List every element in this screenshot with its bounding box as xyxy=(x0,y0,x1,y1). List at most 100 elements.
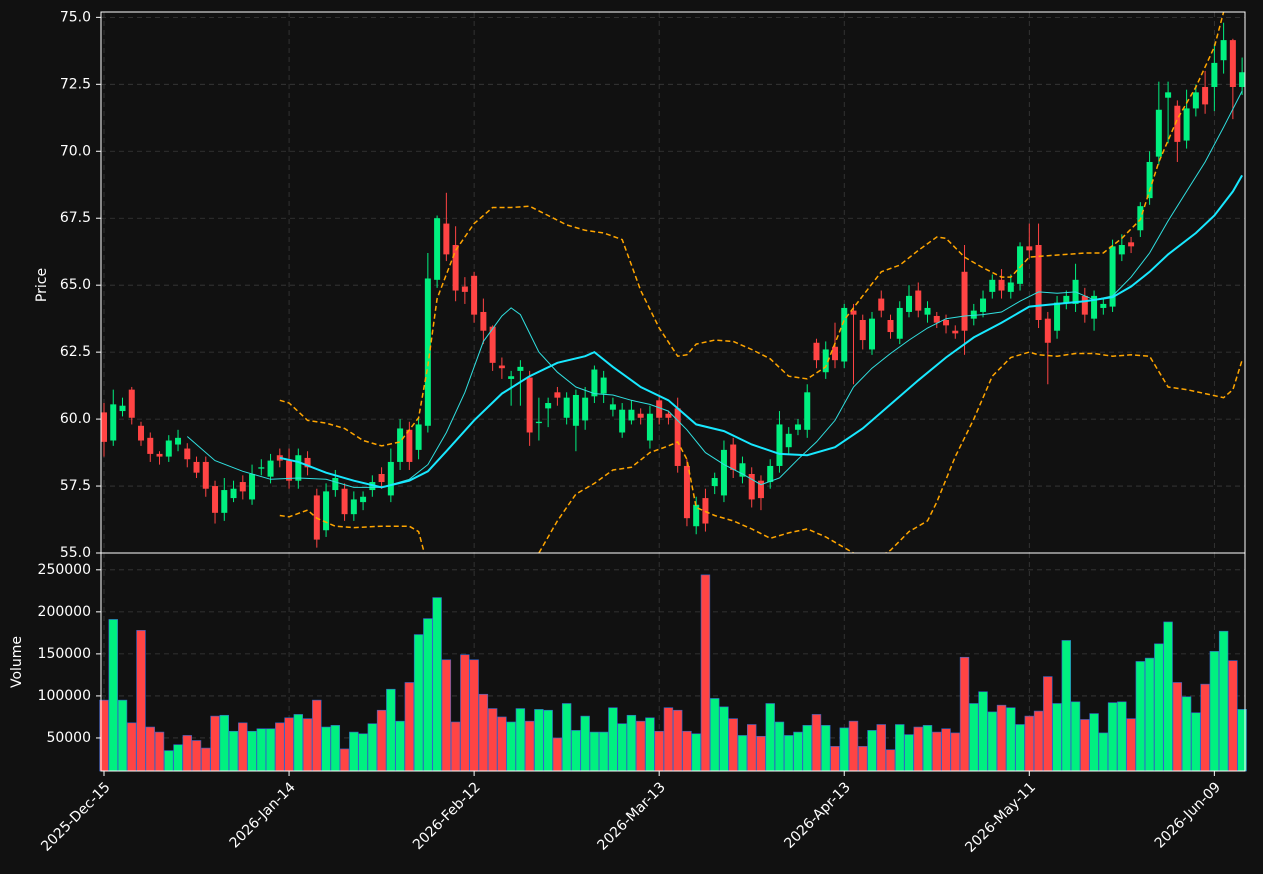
candle-body xyxy=(1017,246,1024,284)
candle-body xyxy=(859,319,866,341)
candle-body xyxy=(804,392,811,430)
volume-bar xyxy=(450,721,461,772)
candle-body xyxy=(683,465,690,519)
candle-body xyxy=(212,486,219,513)
volume-bar xyxy=(1043,676,1053,772)
candle-body xyxy=(794,424,801,430)
volume-bar xyxy=(747,724,757,772)
volume-bar xyxy=(506,721,516,772)
candle-body xyxy=(665,413,672,418)
volume-bar xyxy=(1200,683,1210,772)
y-tick-label: 150000 xyxy=(38,646,91,662)
volume-bar xyxy=(1126,718,1136,772)
volume-bar xyxy=(1080,719,1090,772)
volume-bar xyxy=(423,618,433,772)
candle-body xyxy=(221,490,228,513)
volume-bar xyxy=(524,720,535,772)
indicator-line xyxy=(279,174,1243,489)
volume-bar xyxy=(339,748,350,772)
volume-bar xyxy=(552,737,563,772)
volume-bar xyxy=(1006,707,1016,772)
volume-bar xyxy=(534,709,544,772)
candle-body xyxy=(739,463,746,477)
y-axis-label: Volume xyxy=(9,636,25,688)
volume-bar xyxy=(367,723,378,772)
volume-bar xyxy=(145,726,155,772)
candle-body xyxy=(498,365,505,369)
indicator-line xyxy=(279,12,1225,447)
volume-bar xyxy=(904,734,914,772)
volume-bar xyxy=(1089,713,1099,772)
candle-body xyxy=(998,279,1005,291)
candle-body xyxy=(1146,161,1153,199)
volume-bar xyxy=(561,703,572,772)
candle-body xyxy=(387,461,394,496)
volume-bar xyxy=(469,659,479,772)
candle-body xyxy=(184,448,191,460)
candle-body xyxy=(1174,105,1181,142)
candle-body xyxy=(360,496,367,503)
volume-bar xyxy=(802,725,812,772)
volume-bar xyxy=(164,750,174,772)
candle-body xyxy=(378,473,385,483)
volume-bar xyxy=(858,746,868,772)
y-tick-label: 67.5 xyxy=(60,210,91,226)
candle-body xyxy=(443,223,450,255)
volume-bar xyxy=(228,730,239,772)
candle-body xyxy=(480,311,487,331)
volume-bar xyxy=(478,693,489,772)
volume-bar xyxy=(265,728,276,772)
volume-bar xyxy=(709,698,720,772)
volume-bar xyxy=(959,656,970,772)
volume-bar xyxy=(256,728,267,772)
indicator-line xyxy=(279,351,1243,553)
y-tick-label: 60.0 xyxy=(60,411,91,427)
volume-bar xyxy=(358,733,368,772)
candle-body xyxy=(545,403,552,409)
candle-body xyxy=(1026,246,1033,251)
overlays xyxy=(186,12,1243,553)
volume-bar xyxy=(395,720,405,772)
candle-body xyxy=(989,279,996,292)
candle-body xyxy=(1091,295,1098,319)
candle-body xyxy=(952,330,959,334)
volume-bar xyxy=(349,731,359,772)
volume-bar xyxy=(302,718,313,772)
volume-bar xyxy=(821,725,831,772)
volume-bar xyxy=(950,732,960,772)
volume-bar xyxy=(1098,732,1109,772)
volume-bar xyxy=(617,723,627,772)
volume-bar xyxy=(515,708,526,772)
candle-body xyxy=(434,218,441,280)
candle-body xyxy=(397,428,404,462)
candle-body xyxy=(591,369,598,397)
volume-bar xyxy=(1218,630,1229,772)
volume-bar xyxy=(1163,621,1173,772)
volume-bar xyxy=(376,709,387,772)
candle-body xyxy=(822,349,829,373)
candle-body xyxy=(295,455,302,481)
volume-bar xyxy=(774,721,785,772)
volume-bar xyxy=(182,735,192,772)
volume-bar xyxy=(830,746,840,772)
candle-body xyxy=(1035,245,1042,320)
candle-body xyxy=(323,491,330,531)
candle-body xyxy=(1128,242,1135,247)
volume-bar xyxy=(191,740,202,772)
volume-bar xyxy=(173,744,183,772)
volume-bar xyxy=(941,728,951,772)
candle-body xyxy=(341,488,348,515)
candle-body xyxy=(249,473,256,500)
volume-bar xyxy=(312,699,322,772)
candle-body xyxy=(896,307,903,339)
candle-body xyxy=(887,319,894,333)
volume-bar xyxy=(1033,710,1044,772)
candle-body xyxy=(461,286,468,292)
candle-body xyxy=(711,478,718,487)
volume-bar xyxy=(247,730,257,772)
volume-bar xyxy=(635,720,646,772)
candle-body xyxy=(286,460,293,481)
candle-body xyxy=(526,377,533,433)
volume-bar xyxy=(922,725,933,772)
volume-bar xyxy=(571,730,581,772)
